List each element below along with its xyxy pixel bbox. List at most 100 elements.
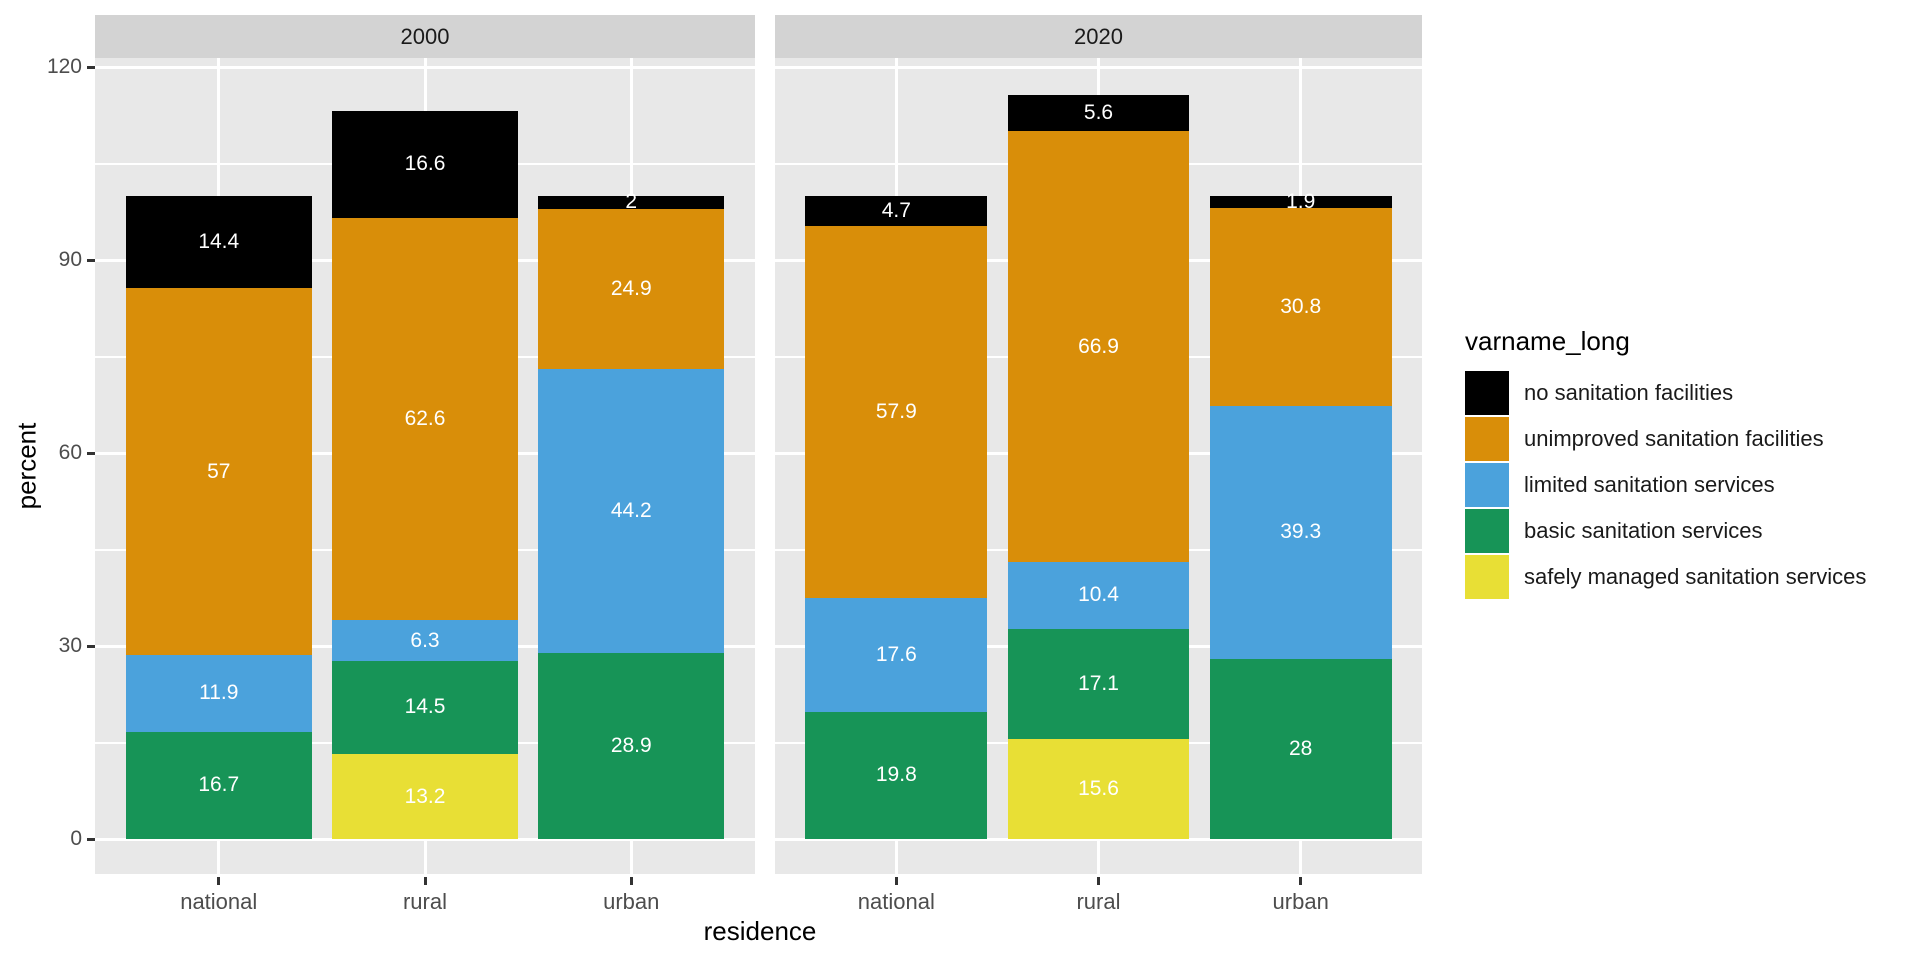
bar-segment <box>805 225 988 599</box>
bar-label: 1.9 <box>1286 189 1316 213</box>
bar-segment <box>1007 628 1190 739</box>
legend-item: limited sanitation services <box>1465 463 1866 507</box>
bar-segment <box>332 110 518 218</box>
y-tick-label: 30 <box>58 634 82 657</box>
bar-segment <box>1007 561 1190 629</box>
bar-label: 62.6 <box>404 406 446 430</box>
x-tick-label: rural <box>1076 889 1121 914</box>
bar-label: 4.7 <box>881 198 911 222</box>
bar-segment <box>1007 738 1190 839</box>
bar-label: 13.2 <box>404 784 446 808</box>
legend-item: no sanitation facilities <box>1465 371 1866 415</box>
bar-label: 16.7 <box>198 773 240 797</box>
x-tick-label: urban <box>603 889 660 914</box>
bar-label: 57.9 <box>875 400 917 424</box>
bar-label: 17.1 <box>1078 671 1119 695</box>
facet-strip-label: 2000 <box>400 23 450 49</box>
facet-panel: 19.8 17.6 57.9 4.7 15.6 17.1 10.4 66.9 5.6 28 39.3… <box>775 58 1422 874</box>
bar-segment <box>1209 406 1392 659</box>
bar-segment <box>805 711 988 839</box>
facet-strip: 2020 <box>775 15 1422 58</box>
bar-segment <box>805 195 988 226</box>
bar-segment <box>332 217 518 621</box>
bar-segment <box>332 660 518 755</box>
bar-label: 2 <box>625 190 638 214</box>
bar-label: 30.8 <box>1280 294 1322 318</box>
bar-label: 19.8 <box>875 763 917 787</box>
bar-label: 44.2 <box>610 498 652 522</box>
bar-segment <box>1007 131 1190 562</box>
bar-segment <box>125 655 312 732</box>
bar-segment <box>538 368 725 654</box>
bar-label: 5.6 <box>1083 101 1114 125</box>
bar-segment <box>1007 95 1190 132</box>
bar-segment <box>1209 195 1392 208</box>
legend-swatch <box>1465 417 1509 461</box>
legend-swatch <box>1465 555 1509 599</box>
bar-segment <box>538 208 725 369</box>
y-tick-label: 90 <box>58 248 82 272</box>
legend-label: safely managed sanitation services <box>1524 564 1867 589</box>
x-tick-label: urban <box>1272 889 1329 914</box>
bar-label: 24.9 <box>610 276 652 300</box>
facet-strip: 2000 <box>95 15 755 58</box>
x-tick-mark <box>1097 877 1100 885</box>
bar-label: 57 <box>207 459 231 483</box>
bar-segment <box>805 598 988 712</box>
bar-label: 14.5 <box>404 695 446 719</box>
legend-label: unimproved sanitation facilities <box>1524 426 1824 451</box>
x-tick-mark <box>423 877 427 885</box>
bar-label: 17.6 <box>875 643 917 667</box>
x-axis-title: residence <box>703 916 817 946</box>
x-tick-label: rural <box>402 889 447 914</box>
y-tick-label: 0 <box>70 827 82 850</box>
legend-label: limited sanitation services <box>1524 472 1775 497</box>
legend: varname_long no sanitation facilities uni… <box>1465 326 1866 601</box>
legend-title: varname_long <box>1465 326 1630 356</box>
bar-label: 15.6 <box>1078 776 1119 800</box>
legend-swatch <box>1465 371 1509 415</box>
bar-segment <box>125 195 312 289</box>
x-tick-mark <box>1299 877 1303 885</box>
legend-swatch <box>1465 463 1509 507</box>
y-tick-label: 60 <box>58 441 82 465</box>
bar-segment <box>538 653 725 839</box>
x-tick-label: national <box>180 889 258 914</box>
y-axis-title: percent <box>11 422 42 510</box>
bar-label: 6.3 <box>410 628 440 652</box>
x-tick-label: national <box>857 889 935 914</box>
bar-segment <box>125 288 312 655</box>
bar-segment <box>1209 207 1392 407</box>
bar-label: 10.4 <box>1078 583 1119 607</box>
legend-item: safely managed sanitation services <box>1465 555 1866 599</box>
legend-item: basic sanitation services <box>1465 509 1866 553</box>
bar-segment <box>538 195 725 209</box>
y-tick-mark <box>87 644 95 648</box>
bar-label: 66.9 <box>1078 334 1119 358</box>
bar-segment <box>332 620 518 661</box>
legend-label: basic sanitation services <box>1524 518 1763 543</box>
x-tick-mark <box>894 877 898 885</box>
y-tick-mark <box>87 258 95 262</box>
bar-label: 14.4 <box>198 230 240 254</box>
facet-strip-label: 2020 <box>1074 23 1123 49</box>
bar-segment <box>125 731 312 839</box>
bar-segment <box>1209 658 1392 839</box>
bar-label: 28.9 <box>610 734 652 758</box>
legend-item: unimproved sanitation facilities <box>1465 417 1866 461</box>
bar-label: 11.9 <box>199 681 239 705</box>
bar-segment <box>332 754 518 839</box>
legend-items: no sanitation facilities unimproved sanit… <box>1465 371 1866 599</box>
legend-label: no sanitation facilities <box>1524 380 1734 405</box>
x-tick-mark <box>629 877 633 885</box>
facet-panel: 16.7 11.9 57 14.4 13.2 14.5 6.3 62.6 16.6 28.9 44.… <box>95 58 755 874</box>
y-tick-mark <box>87 451 95 455</box>
legend-swatch <box>1465 509 1509 553</box>
bar-label: 16.6 <box>404 152 446 176</box>
bar-label: 28 <box>1289 736 1313 760</box>
y-tick-label: 120 <box>46 55 82 79</box>
x-tick-mark <box>217 877 221 885</box>
bar-label: 39.3 <box>1280 520 1322 544</box>
